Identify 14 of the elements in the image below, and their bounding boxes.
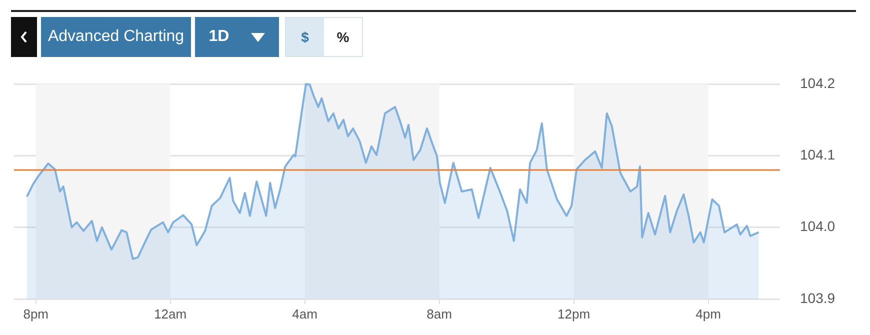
text: 1D — [208, 28, 230, 46]
y-tick-label: 103.9 — [800, 290, 836, 306]
y-tick-label: 104.0 — [800, 218, 836, 234]
y-tick-label: 104.2 — [800, 74, 836, 91]
text: % — [324, 18, 362, 56]
x-tick-label: 12pm — [558, 306, 590, 322]
y-tick-label: 104.1 — [800, 146, 836, 163]
x-tick-label: 8am — [426, 306, 452, 322]
x-tick-label: 4am — [292, 306, 318, 322]
text: Advanced Charting — [41, 17, 191, 57]
x-tick-label: 4pm — [696, 306, 721, 322]
x-tick-label: 12am — [154, 306, 187, 322]
x-tick-label: 8pm — [23, 306, 48, 322]
text: $ — [286, 18, 324, 56]
